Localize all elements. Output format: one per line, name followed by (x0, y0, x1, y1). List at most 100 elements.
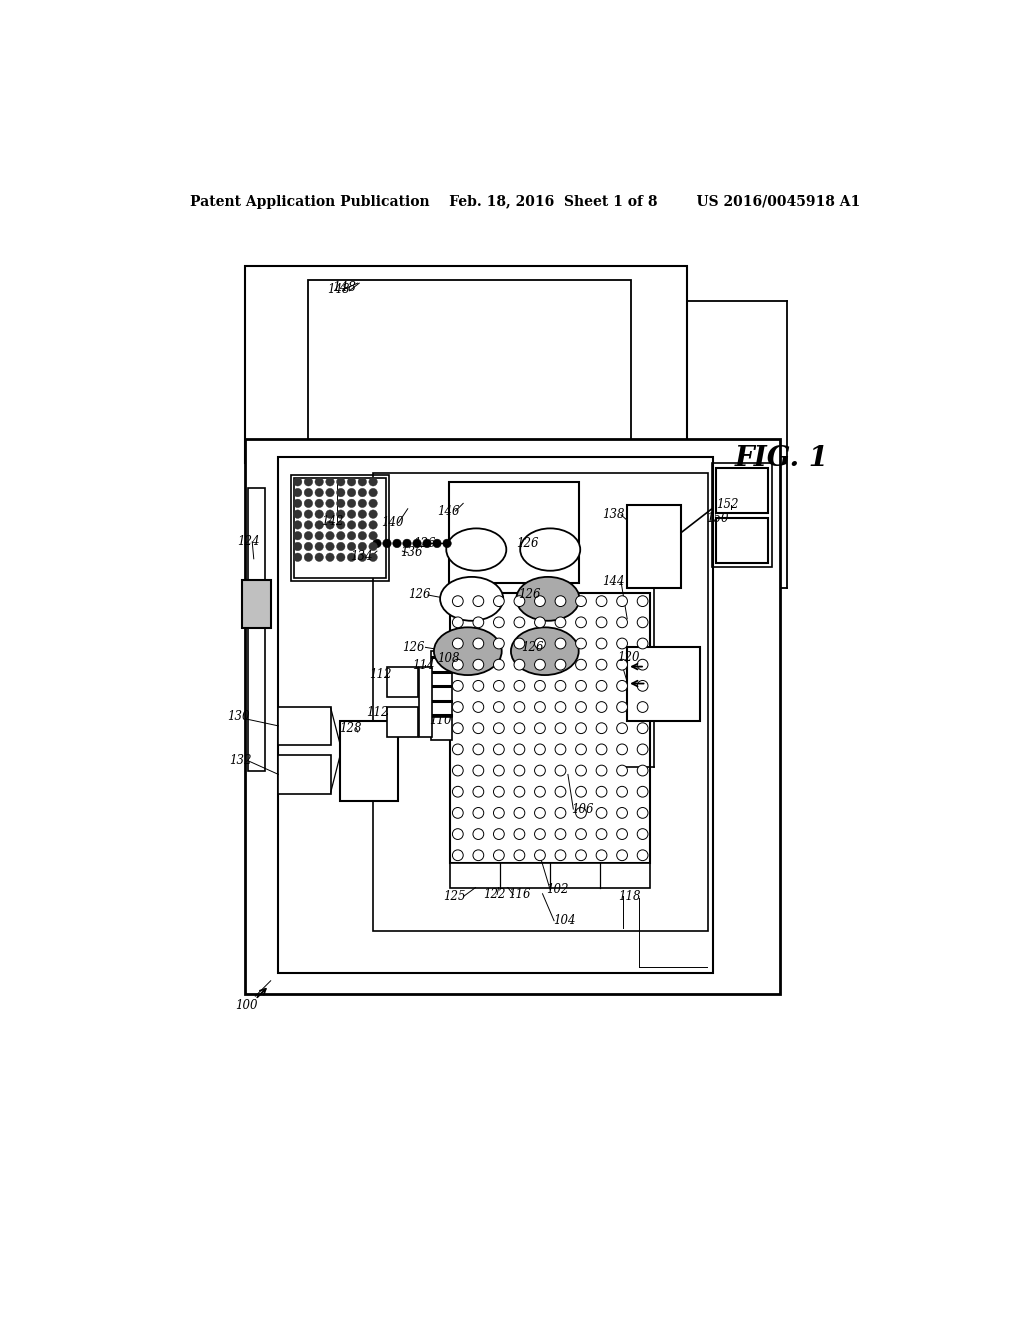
Circle shape (596, 808, 607, 818)
Text: 148: 148 (328, 282, 350, 296)
Bar (279, 457, 714, 973)
Text: 100: 100 (234, 999, 257, 1012)
Bar (340, 721, 397, 801)
Circle shape (304, 532, 312, 540)
Circle shape (494, 787, 504, 797)
Circle shape (369, 488, 378, 496)
Bar (716, 469, 768, 512)
Circle shape (514, 850, 525, 861)
Circle shape (358, 478, 367, 486)
Circle shape (514, 659, 525, 671)
Circle shape (596, 702, 607, 713)
Circle shape (337, 532, 345, 540)
Circle shape (358, 499, 367, 508)
Bar (431, 717, 453, 739)
Text: 140: 140 (381, 516, 403, 529)
Circle shape (369, 478, 378, 486)
Circle shape (315, 488, 324, 496)
Circle shape (442, 539, 452, 548)
Circle shape (294, 553, 302, 561)
Circle shape (473, 744, 483, 755)
Circle shape (494, 681, 504, 692)
Circle shape (555, 723, 566, 734)
Circle shape (637, 829, 648, 840)
Text: 132: 132 (229, 754, 252, 767)
Bar (712, 463, 772, 566)
Circle shape (596, 766, 607, 776)
Bar (451, 594, 650, 863)
Text: 118: 118 (618, 890, 641, 903)
Circle shape (575, 702, 587, 713)
Circle shape (637, 681, 648, 692)
Circle shape (304, 510, 312, 519)
Circle shape (616, 850, 628, 861)
Circle shape (596, 829, 607, 840)
Bar (294, 478, 386, 578)
Ellipse shape (446, 528, 506, 570)
Circle shape (494, 723, 504, 734)
Circle shape (575, 808, 587, 818)
Circle shape (402, 539, 412, 548)
Circle shape (453, 659, 463, 671)
Bar (431, 651, 453, 717)
Text: 102: 102 (547, 883, 569, 896)
Circle shape (535, 659, 546, 671)
Circle shape (369, 553, 378, 561)
Text: 104: 104 (553, 915, 575, 927)
Circle shape (453, 829, 463, 840)
Circle shape (358, 488, 367, 496)
Circle shape (616, 702, 628, 713)
Circle shape (535, 829, 546, 840)
Bar (248, 488, 264, 771)
Circle shape (473, 808, 483, 818)
Circle shape (393, 539, 401, 548)
Text: 126: 126 (408, 589, 430, 602)
Circle shape (535, 808, 546, 818)
Ellipse shape (434, 627, 502, 675)
Circle shape (575, 595, 587, 607)
Circle shape (304, 478, 312, 486)
Circle shape (616, 766, 628, 776)
Circle shape (473, 616, 483, 628)
Circle shape (535, 766, 546, 776)
Circle shape (326, 510, 334, 519)
Circle shape (616, 659, 628, 671)
Circle shape (637, 850, 648, 861)
Circle shape (473, 850, 483, 861)
Circle shape (596, 850, 607, 861)
Circle shape (535, 787, 546, 797)
Text: 126: 126 (517, 537, 539, 550)
Circle shape (326, 478, 334, 486)
Circle shape (616, 808, 628, 818)
Circle shape (347, 488, 355, 496)
Circle shape (473, 659, 483, 671)
Circle shape (315, 543, 324, 550)
Circle shape (494, 850, 504, 861)
Circle shape (294, 488, 302, 496)
Circle shape (453, 723, 463, 734)
Bar (387, 667, 418, 697)
Circle shape (514, 702, 525, 713)
Circle shape (535, 638, 546, 649)
Circle shape (616, 681, 628, 692)
Circle shape (616, 723, 628, 734)
Text: 148: 148 (332, 281, 356, 294)
Ellipse shape (516, 577, 580, 620)
Bar (387, 706, 418, 738)
Circle shape (555, 787, 566, 797)
Circle shape (369, 532, 378, 540)
Circle shape (453, 808, 463, 818)
Bar (449, 482, 580, 583)
Text: 120: 120 (617, 651, 640, 664)
Circle shape (326, 543, 334, 550)
Circle shape (555, 681, 566, 692)
Circle shape (337, 478, 345, 486)
Circle shape (304, 553, 312, 561)
Circle shape (347, 520, 355, 529)
Circle shape (473, 681, 483, 692)
Circle shape (575, 766, 587, 776)
Text: 130: 130 (227, 710, 250, 723)
Text: 142: 142 (322, 515, 343, 528)
Circle shape (596, 744, 607, 755)
Text: 124: 124 (238, 536, 260, 548)
